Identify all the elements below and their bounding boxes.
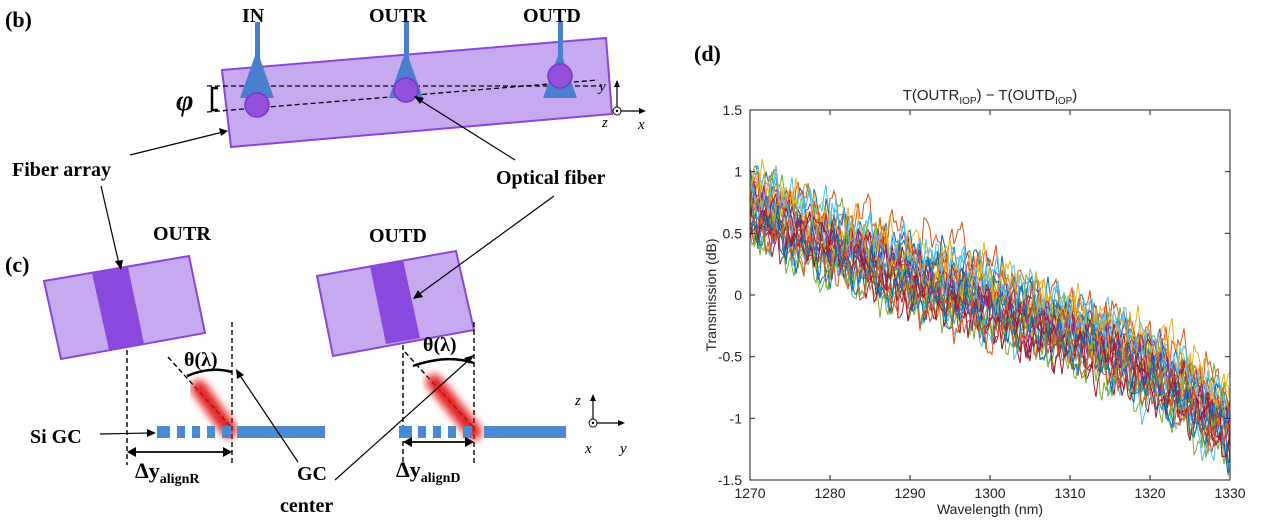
phi-symbol: φ: [176, 84, 194, 117]
theta-right-label: θ(λ): [423, 334, 457, 356]
gc-center-line2: center: [280, 495, 333, 517]
series-line-22: [749, 209, 1231, 474]
delta-arrow-left: [127, 447, 232, 457]
y-tick-label-1: -1: [730, 410, 743, 426]
fiber-outr: [389, 22, 423, 103]
port-in-label: IN: [242, 5, 265, 27]
axes-c: [588, 394, 625, 428]
y-tick-label-4: 0.5: [723, 225, 743, 241]
fiber-in: [240, 22, 274, 118]
gc-center-line1: GC: [297, 463, 327, 485]
panel-d-label: (d): [694, 41, 721, 66]
outr-fiber-label: OUTR: [153, 223, 211, 245]
axis-b-x: x: [637, 117, 645, 133]
annotation-arrows-c-top: [100, 185, 555, 299]
si-grating-right: [399, 426, 566, 438]
axis-c-y: y: [618, 441, 627, 457]
delta-right-label: ΔyalignD: [396, 457, 460, 486]
si-gc-label: Si GC: [30, 426, 82, 448]
y-tick-label-3: 0: [734, 287, 742, 303]
y-tick-label-6: 1.5: [723, 102, 743, 118]
theta-arc-left: [186, 368, 233, 378]
fiber-outd: [543, 22, 577, 98]
x-tick-label-3: 1300: [974, 485, 1005, 501]
chart-title: T(OUTRIOP) − T(OUTDIOP): [903, 87, 1078, 107]
si-grating-left: [157, 426, 325, 438]
panel-b-label: (b): [5, 7, 32, 32]
axis-c-z: z: [574, 393, 581, 409]
x-axis-label: Wavelength (nm): [937, 501, 1043, 517]
panel-c-label: (c): [5, 252, 29, 277]
y-tick-label-5: 1: [734, 164, 742, 180]
series-line-27: [749, 175, 1231, 421]
fiber-array-label: Fiber array: [12, 159, 111, 181]
delta-arrow-right: [403, 437, 474, 447]
axis-b-y: y: [597, 79, 606, 95]
fiber-outr-side: [42, 254, 207, 361]
theta-arc-right: [412, 357, 475, 368]
fiber-array-top-view: [206, 22, 614, 149]
series-line-13: [749, 165, 1231, 427]
beam-right: [426, 374, 482, 440]
transmission-chart: 1270 1280 1290 1300 1310 1320 1330 -1.5 -1 -0.5 0 0…: [703, 87, 1246, 517]
gc-alignment-dashes: [126, 322, 475, 465]
x-tick-label-6: 1330: [1214, 485, 1245, 501]
x-tick-label-1: 1280: [814, 485, 845, 501]
y-tick-label-2: -0.5: [718, 349, 742, 365]
si-gc-arrow: [99, 429, 156, 437]
optical-fiber-label: Optical fiber: [496, 167, 606, 189]
x-tick-label-4: 1310: [1054, 485, 1085, 501]
x-tick-label-2: 1290: [894, 485, 925, 501]
theta-left-label: θ(λ): [184, 349, 218, 371]
fiber-outd-side: [315, 249, 476, 358]
series-line-29: [749, 205, 1231, 464]
beam-left: [191, 380, 237, 438]
y-tick-label-0: -1.5: [718, 472, 742, 488]
annotation-arrows-b: [129, 96, 516, 161]
x-tick-label-0: 1270: [734, 485, 765, 501]
gc-center-arrows: [236, 355, 474, 481]
series-line-28: [749, 205, 1231, 458]
delta-left-label: ΔyalignR: [135, 458, 200, 487]
series-line-2: [749, 168, 1231, 418]
x-tick-label-5: 1320: [1134, 485, 1165, 501]
axis-c-x: x: [584, 441, 592, 457]
outd-fiber-label: OUTD: [369, 225, 427, 247]
axis-b-z: z: [601, 115, 608, 131]
series-line-30: [749, 194, 1231, 453]
port-outd-label: OUTD: [523, 5, 581, 27]
axes-b: [612, 80, 646, 116]
y-axis-label: Transmission (dB): [703, 238, 719, 351]
series-line-23: [749, 171, 1231, 425]
phi-bracket: [210, 86, 218, 112]
port-outr-label: OUTR: [369, 5, 427, 27]
